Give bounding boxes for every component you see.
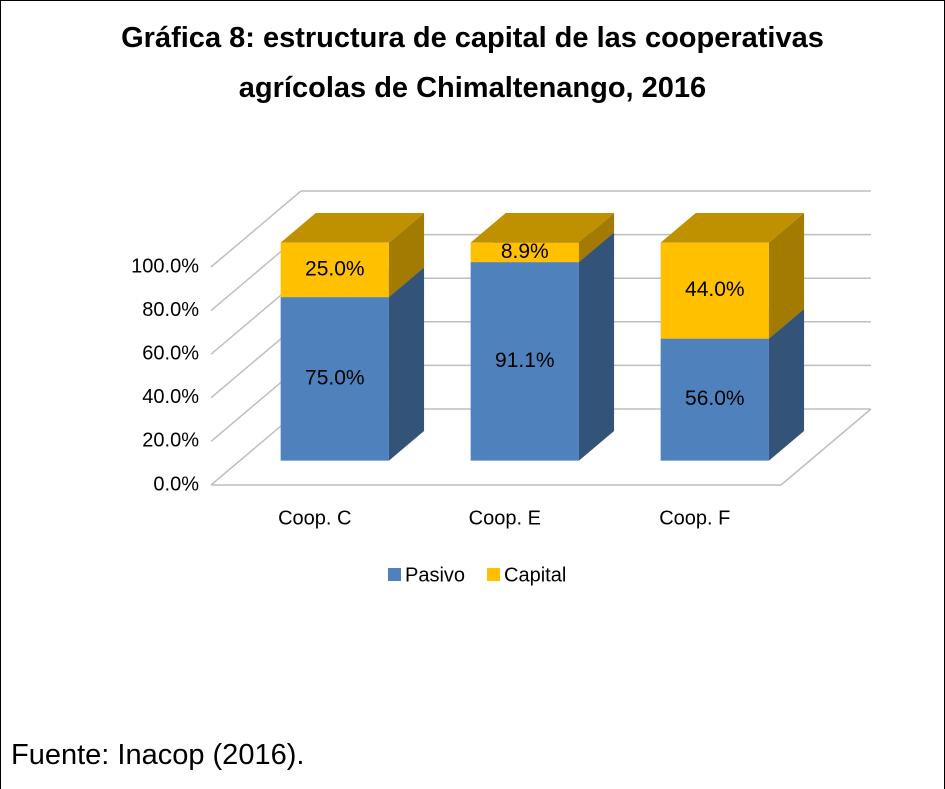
bar — [280, 297, 389, 461]
x-tick-label: Coop. F — [659, 507, 730, 529]
bar-side — [578, 232, 615, 461]
bar-side — [578, 213, 615, 263]
legend-label: Pasivo — [405, 564, 465, 586]
y-tick-label: 0.0% — [153, 473, 199, 495]
data-label: 8.9% — [501, 240, 549, 263]
y-tick-label: 40.0% — [142, 386, 199, 408]
bar-top — [280, 213, 425, 243]
data-label: 44.0% — [685, 278, 745, 301]
bar — [470, 262, 579, 461]
bar-side — [768, 213, 805, 339]
bar-side — [388, 267, 425, 461]
y-tick-label: 20.0% — [142, 430, 199, 452]
bar — [660, 338, 769, 461]
bar — [280, 242, 389, 298]
chart-title: Gráfica 8: estructura de capital de las … — [121, 22, 824, 104]
data-label: 75.0% — [305, 366, 365, 389]
x-tick-label: Coop. C — [278, 507, 351, 529]
y-tick-label: 80.0% — [142, 299, 199, 321]
bar — [660, 242, 769, 339]
legend-swatch — [388, 568, 401, 581]
bar — [470, 242, 579, 263]
y-tick-label: 60.0% — [142, 342, 199, 364]
bar-top — [470, 213, 615, 243]
bar-side — [768, 308, 805, 461]
data-label: 91.1% — [495, 349, 555, 372]
bar-top — [660, 213, 805, 243]
grid-line — [210, 190, 302, 268]
source-note: Fuente: Inacop (2016). — [11, 739, 305, 771]
legend-label: Capital — [504, 564, 566, 586]
y-tick-label: 100.0% — [131, 255, 199, 277]
data-label: 25.0% — [305, 257, 365, 280]
legend-swatch — [487, 568, 501, 581]
bar-side — [388, 213, 425, 298]
x-tick-label: Coop. E — [469, 507, 541, 529]
floor-edge — [780, 408, 872, 486]
data-label: 56.0% — [685, 387, 745, 410]
